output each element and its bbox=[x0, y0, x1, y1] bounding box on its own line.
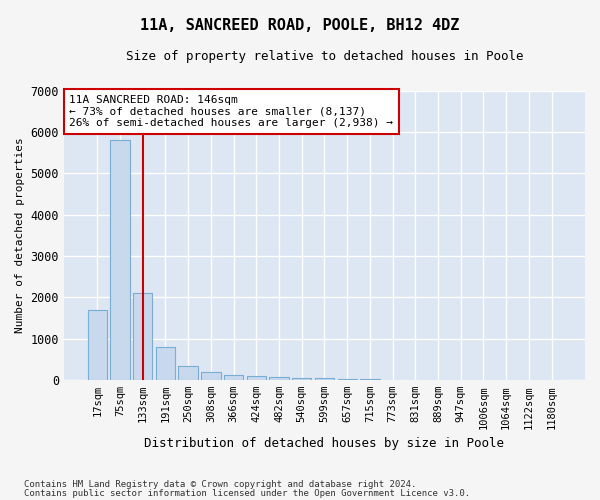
Bar bbox=[247, 376, 266, 380]
Bar bbox=[133, 293, 152, 380]
Bar bbox=[178, 366, 198, 380]
Bar bbox=[338, 379, 357, 380]
Bar bbox=[315, 378, 334, 380]
Bar bbox=[269, 376, 289, 380]
X-axis label: Distribution of detached houses by size in Poole: Distribution of detached houses by size … bbox=[145, 437, 505, 450]
Bar bbox=[360, 379, 380, 380]
Text: 11A SANCREED ROAD: 146sqm
← 73% of detached houses are smaller (8,137)
26% of se: 11A SANCREED ROAD: 146sqm ← 73% of detac… bbox=[69, 95, 393, 128]
Bar bbox=[88, 310, 107, 380]
Y-axis label: Number of detached properties: Number of detached properties bbox=[15, 138, 25, 333]
Bar bbox=[224, 374, 243, 380]
Text: Contains public sector information licensed under the Open Government Licence v3: Contains public sector information licen… bbox=[24, 489, 470, 498]
Bar bbox=[292, 378, 311, 380]
Bar bbox=[156, 347, 175, 380]
Text: 11A, SANCREED ROAD, POOLE, BH12 4DZ: 11A, SANCREED ROAD, POOLE, BH12 4DZ bbox=[140, 18, 460, 32]
Title: Size of property relative to detached houses in Poole: Size of property relative to detached ho… bbox=[126, 50, 523, 63]
Text: Contains HM Land Registry data © Crown copyright and database right 2024.: Contains HM Land Registry data © Crown c… bbox=[24, 480, 416, 489]
Bar bbox=[110, 140, 130, 380]
Bar bbox=[201, 372, 221, 380]
